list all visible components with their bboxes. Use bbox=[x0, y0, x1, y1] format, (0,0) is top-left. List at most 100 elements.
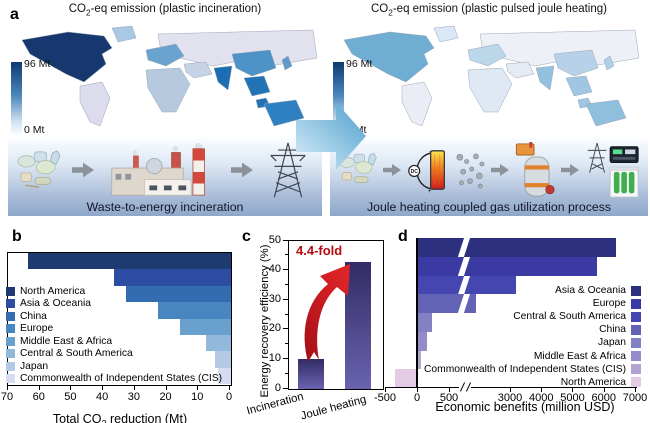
dc-joule-heater-icon: DC −+ bbox=[407, 149, 445, 195]
map-region-se-asia bbox=[565, 75, 593, 109]
bar-europe bbox=[158, 302, 231, 319]
legend-item-middle-east-africa: Middle East & Africa bbox=[6, 335, 222, 348]
colorbar-max-label: 96 Mt bbox=[346, 58, 373, 70]
colorbar-min-label: 0 Mt bbox=[24, 124, 45, 136]
legend-label: North America bbox=[560, 376, 626, 388]
d-legend: Asia & Oceania Europe Central & South Amer… bbox=[424, 284, 641, 389]
bar-incineration bbox=[298, 359, 324, 389]
legend-swatch bbox=[6, 349, 15, 359]
map-title-joule-heating: CO2-eq emission (plastic pulsed joule he… bbox=[330, 3, 648, 17]
x-tick bbox=[385, 388, 386, 392]
title-text: CO bbox=[370, 3, 389, 15]
colorbar-gradient bbox=[333, 62, 344, 136]
x-tick-label: 20 bbox=[159, 391, 172, 403]
legend-label: Middle East & Africa bbox=[20, 335, 113, 347]
map-region-india bbox=[213, 65, 233, 91]
legend-item-asia-oceania: Asia & Oceania bbox=[6, 298, 222, 311]
legend-swatch bbox=[631, 377, 641, 388]
bar-commonwealth-of-independent-states-cis bbox=[218, 367, 231, 384]
title-text: -eq emission (plastic incineration) bbox=[90, 3, 262, 15]
legend-swatch bbox=[6, 361, 15, 371]
b-x-axis-label: Total CO2 reduction (Mt) bbox=[52, 412, 188, 423]
x-tick-label: 5000 bbox=[560, 392, 585, 404]
map-region-south-america bbox=[79, 81, 111, 127]
legend-item-japan: Japan bbox=[6, 360, 222, 373]
panel-b-co2-reduction-chart: b North America Asia & Oceania China Europe… bbox=[0, 226, 238, 423]
zero-line bbox=[416, 238, 418, 388]
bar-central-south-america bbox=[205, 334, 231, 352]
x-tick-label: 500 bbox=[439, 392, 459, 404]
panel-label-d: d bbox=[398, 228, 408, 245]
panel-a-incineration: CO2-eq emission (plastic incineration) 9… bbox=[8, 0, 322, 218]
bar-asia-oceania bbox=[417, 238, 617, 257]
bar-joule-heating bbox=[345, 261, 371, 389]
plastic-waste-icon bbox=[17, 150, 61, 188]
arrow-right-icon bbox=[382, 164, 401, 176]
map-region-china bbox=[231, 49, 277, 77]
x-tick-label: 3000 bbox=[497, 392, 523, 404]
panel-label-a: a bbox=[10, 6, 19, 23]
map-region-india bbox=[535, 65, 555, 91]
map-region-north-america bbox=[343, 31, 435, 83]
legend-item-north-america: North America bbox=[6, 285, 222, 298]
y-minor-tick bbox=[285, 372, 288, 374]
x-tick-label: 0 bbox=[413, 392, 421, 404]
process-strip-incineration: Waste-to-energy incineration bbox=[8, 138, 322, 216]
legend-label: Europe bbox=[20, 323, 54, 335]
y-tick-label: 10 bbox=[268, 351, 281, 364]
legend-item-asia-oceania: Asia & Oceania bbox=[424, 284, 641, 297]
legend-swatch bbox=[631, 337, 641, 348]
panel-label-b: b bbox=[12, 228, 22, 245]
legend-label: China bbox=[20, 310, 47, 322]
b-plot-area bbox=[7, 252, 232, 386]
legend-label: Asia & Oceania bbox=[555, 285, 626, 297]
x-tick-label: 10 bbox=[191, 391, 204, 403]
process-strip-joule-heating: DC −+ bbox=[330, 138, 648, 216]
y-tick-label: 50 bbox=[268, 233, 281, 246]
legend-item-middle-east-africa: Middle East & Africa bbox=[424, 349, 641, 362]
map-region-australia bbox=[585, 99, 627, 127]
gas-molecules-icon bbox=[456, 153, 484, 189]
legend-label: Japan bbox=[597, 337, 626, 349]
y-tick-label: 30 bbox=[268, 292, 281, 305]
x-tick bbox=[7, 386, 8, 390]
legend-swatch bbox=[6, 286, 15, 296]
transition-arrow-icon bbox=[296, 102, 366, 170]
y-minor-tick bbox=[285, 343, 288, 345]
caption-joule-heating: Joule heating coupled gas utilization pr… bbox=[366, 200, 612, 214]
legend-label: Europe bbox=[592, 298, 626, 310]
x-tick bbox=[572, 388, 574, 392]
legend-item-japan: Japan bbox=[424, 336, 641, 349]
legend-swatch bbox=[6, 374, 15, 384]
map-region-south-america bbox=[401, 81, 433, 127]
legend-item-north-america: North America bbox=[424, 376, 641, 389]
map-region-north-america bbox=[21, 31, 113, 83]
x-tick-label: 7000 bbox=[622, 392, 648, 404]
map-region-middle-east bbox=[505, 61, 535, 79]
x-tick-label: 50 bbox=[64, 391, 77, 403]
x-tick bbox=[509, 388, 511, 392]
bar-north-america bbox=[394, 369, 417, 388]
y-tick bbox=[283, 387, 288, 389]
map-region-africa bbox=[145, 67, 191, 113]
map-region-japan bbox=[603, 55, 615, 71]
svg-text:DC: DC bbox=[410, 169, 418, 175]
x-tick-label: -500 bbox=[373, 392, 397, 404]
bar-china bbox=[126, 285, 231, 303]
map-region-australia bbox=[263, 99, 305, 127]
svg-text:+: + bbox=[428, 188, 432, 195]
map-region-middle-east bbox=[183, 61, 213, 79]
x-tick-label: 4000 bbox=[528, 392, 554, 404]
legend-item-commonwealth-of-independent-states-cis: Commonwealth of Independent States (CIS) bbox=[6, 373, 222, 386]
bar-middle-east-africa bbox=[417, 331, 427, 351]
x-tick bbox=[165, 386, 167, 390]
y-tick-label: 0 bbox=[274, 381, 281, 394]
title-text: CO bbox=[68, 3, 86, 15]
title-subscript: 2 bbox=[85, 8, 91, 18]
map-title-incineration: CO2-eq emission (plastic incineration) bbox=[8, 3, 322, 17]
map-region-china bbox=[553, 49, 599, 77]
panel-c-efficiency-chart: c Energy recovery efficiency (%) 0 10 20 30… bbox=[238, 226, 390, 423]
x-tick bbox=[603, 388, 605, 392]
x-tick bbox=[38, 386, 40, 390]
